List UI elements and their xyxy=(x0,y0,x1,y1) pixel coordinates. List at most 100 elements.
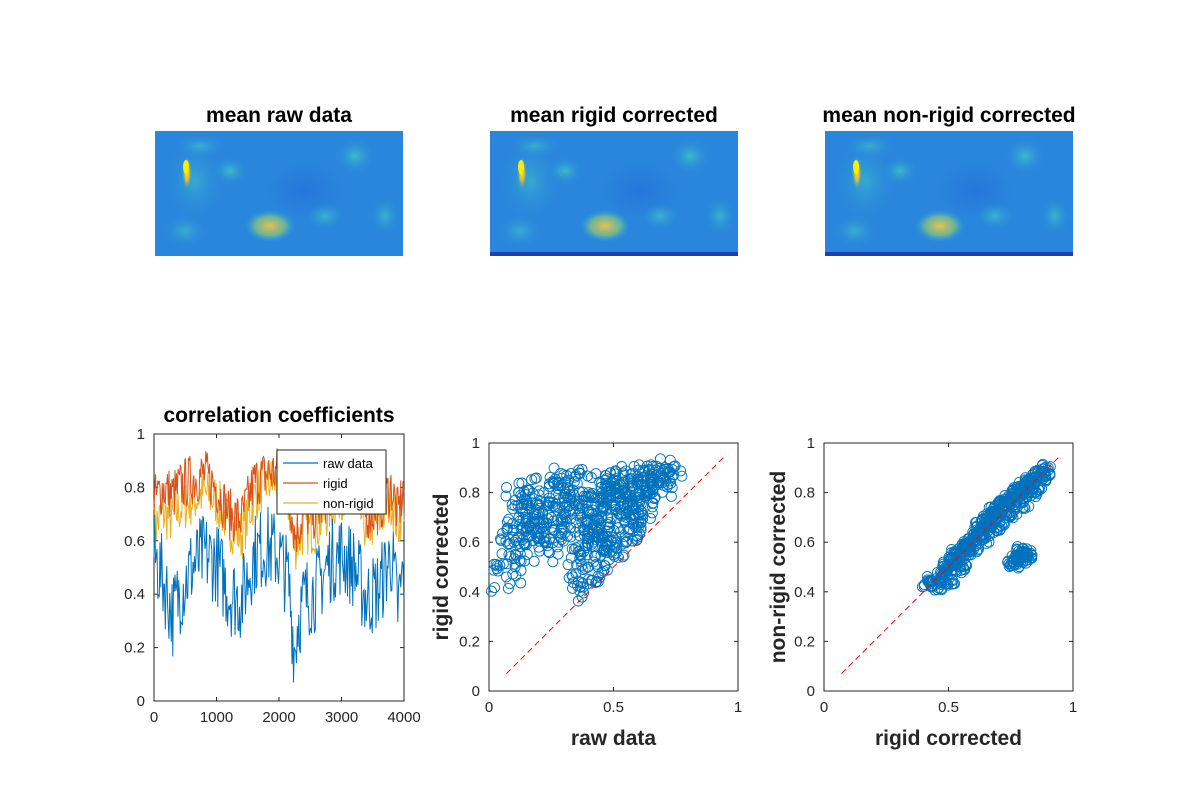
x-tick-label: 1000 xyxy=(200,709,233,726)
scatter-point xyxy=(605,499,617,511)
y-tick-label: 0.4 xyxy=(459,584,480,601)
scatter-point xyxy=(581,549,593,561)
image-title: mean rigid corrected xyxy=(510,104,718,127)
scatter-point xyxy=(515,555,527,567)
scatter-point xyxy=(542,546,554,557)
y-tick-label: 0 xyxy=(807,683,815,700)
image-edge xyxy=(825,252,1073,256)
y-tick-label: 1 xyxy=(472,435,480,452)
scatter-point xyxy=(552,483,564,494)
scatter-point xyxy=(573,464,585,476)
scatter-point xyxy=(548,477,560,489)
scatter-point xyxy=(590,558,602,570)
scatter-point xyxy=(556,511,568,523)
scatter-point xyxy=(578,490,590,502)
y-tick-label: 0.6 xyxy=(124,533,145,550)
scatter-point xyxy=(599,539,611,550)
scatter-point xyxy=(1015,546,1027,558)
scatter-point xyxy=(521,513,533,525)
scatter-point xyxy=(576,516,588,528)
scatter-point xyxy=(515,577,527,589)
scatter-point xyxy=(544,471,556,483)
scatter-point xyxy=(666,482,678,494)
scatter-point xyxy=(621,491,633,503)
scatter-point xyxy=(562,559,574,571)
scatter-point xyxy=(628,502,640,514)
scatter-point xyxy=(555,528,567,539)
mean-image-panel: mean rigid corrected xyxy=(490,104,738,256)
scatter-point xyxy=(574,549,586,561)
y-tick-label: 0.2 xyxy=(794,633,815,650)
scatter-point xyxy=(503,549,515,561)
scatter-point xyxy=(1021,550,1033,562)
scatter-point xyxy=(568,476,580,488)
scatter-point xyxy=(510,535,522,547)
y-tick-label: 1 xyxy=(807,435,815,452)
x-tick-label: 3000 xyxy=(325,709,358,726)
scatter-point xyxy=(941,570,953,582)
mean-image xyxy=(155,131,403,256)
scatter-point xyxy=(652,475,664,487)
scatter-point xyxy=(611,532,622,544)
scatter-point xyxy=(632,475,644,487)
legend-label: raw data xyxy=(323,456,374,471)
x-tick-label: 0 xyxy=(485,699,493,716)
scatter-point xyxy=(492,565,504,577)
scatter-point xyxy=(501,524,513,536)
scatter-point xyxy=(633,476,645,488)
scatter-point xyxy=(573,467,585,479)
scatter-point xyxy=(513,537,525,549)
scatter-point xyxy=(488,558,500,570)
scatter-point xyxy=(950,564,962,576)
scatter-point xyxy=(601,497,612,509)
mean-image xyxy=(490,131,738,256)
scatter-point xyxy=(630,491,642,503)
y-tick-label: 0.8 xyxy=(794,485,815,502)
legend-label: rigid xyxy=(323,476,348,491)
scatter-point xyxy=(548,462,560,474)
x-tick-label: 4000 xyxy=(387,709,420,726)
scatter-point xyxy=(654,462,666,474)
scatter-chart: 0 0.5 1 0 0.2 0.4 0.6 0.8 1 raw data rigid correct… xyxy=(430,435,742,750)
scatter-point xyxy=(588,550,600,562)
scatter-point xyxy=(553,494,565,506)
scatter-point xyxy=(561,501,573,513)
scatter-point xyxy=(994,495,1006,507)
scatter-point xyxy=(627,477,639,489)
scatter-point xyxy=(520,526,532,538)
y-tick-label: 0 xyxy=(472,683,480,700)
scatter-point xyxy=(1042,462,1054,474)
scatter-point xyxy=(1042,464,1054,476)
scatter-point xyxy=(502,582,514,594)
scatter-point xyxy=(1012,487,1024,499)
scatter-point xyxy=(516,477,528,489)
image-edge xyxy=(490,252,738,256)
x-tick-label: 0.5 xyxy=(603,699,624,716)
identity-reference-line xyxy=(841,455,1061,674)
scatter-point xyxy=(955,564,967,576)
scatter-point xyxy=(537,508,549,520)
scatter-point xyxy=(547,527,559,539)
x-tick-label: 0 xyxy=(820,699,828,716)
scatter-point xyxy=(555,479,567,491)
series-line-raw-data xyxy=(153,506,405,683)
scatter-point xyxy=(644,512,656,524)
scatter-point xyxy=(603,521,614,533)
scatter-point xyxy=(597,545,609,557)
scatter-point xyxy=(1011,541,1023,552)
scatter-point xyxy=(573,530,585,542)
scatter-point xyxy=(953,548,965,560)
scatter-point xyxy=(530,472,542,484)
scatter-point xyxy=(513,511,525,523)
x-tick-label: 1 xyxy=(1069,699,1077,716)
scatter-point xyxy=(535,517,547,529)
y-tick-label: 0.6 xyxy=(794,534,815,551)
scatter-point xyxy=(971,546,983,558)
scatter-point xyxy=(544,533,555,545)
scatter-point xyxy=(495,533,506,545)
scatter-point xyxy=(525,517,537,529)
scatter-point xyxy=(585,489,597,501)
scatter-point xyxy=(507,531,519,543)
y-tick-label: 0.6 xyxy=(459,534,480,551)
identity-reference-line xyxy=(506,455,726,674)
